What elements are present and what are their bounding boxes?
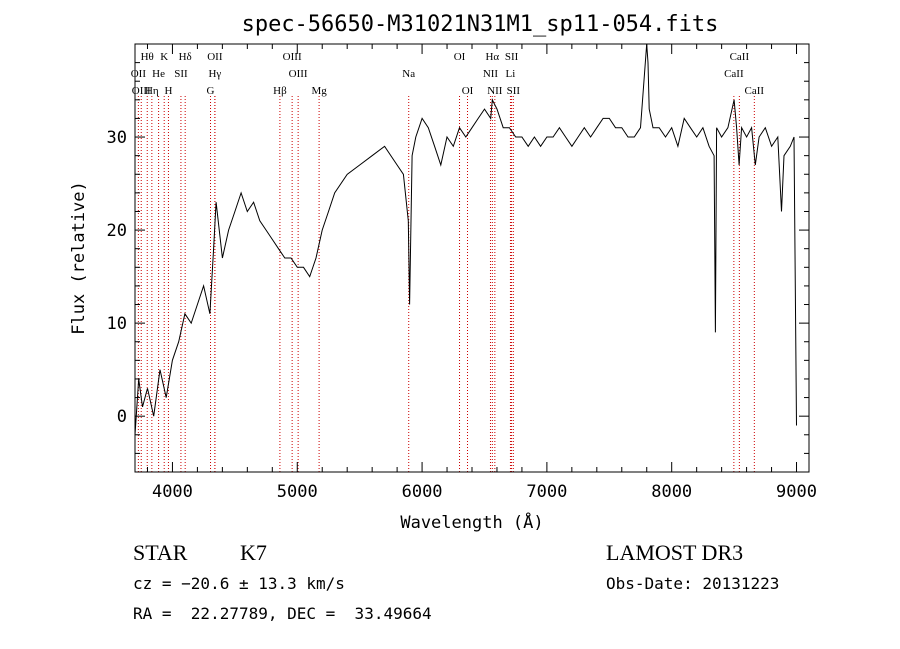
line-marker-label: Hα (485, 51, 499, 63)
redshift-cz: cz = −20.6 ± 13.3 km/s (133, 574, 345, 593)
line-marker-label: Mg (311, 85, 327, 97)
obs-date: Obs-Date: 20131223 (606, 574, 780, 593)
x-tick-label: 8000 (651, 482, 692, 502)
line-marker-label: Hη (145, 85, 159, 97)
object-class: STAR (133, 540, 188, 565)
line-marker-label: NII (487, 85, 503, 97)
line-marker-label: OIII (283, 51, 302, 63)
line-marker-labels: Hθ K Hδ OII OIII OI Hα SII CaII OII He SII Hγ OIII Na N… (131, 51, 765, 97)
line-marker-label: He (152, 68, 165, 80)
y-tick-label: 10 (107, 314, 127, 334)
line-marker-label: G (207, 85, 215, 97)
x-axis-ticks: 4000 5000 6000 7000 8000 9000 (146, 44, 817, 502)
line-marker-label: SII (505, 51, 519, 63)
line-marker-label: Hγ (208, 68, 221, 80)
x-axis-label: Wavelength (Å) (400, 511, 543, 533)
line-marker-label: CaII (730, 51, 750, 63)
x-tick-label: 7000 (526, 482, 567, 502)
y-tick-label: 0 (117, 407, 127, 427)
x-tick-label: 9000 (776, 482, 817, 502)
y-axis-ticks: 0 10 20 30 (107, 62, 809, 454)
line-marker-label: K (160, 51, 168, 63)
x-tick-label: 4000 (152, 482, 193, 502)
line-marker-label: Li (506, 68, 516, 80)
line-marker-label: OII (131, 68, 147, 80)
line-marker-label: NII (483, 68, 499, 80)
object-subclass: K7 (240, 540, 267, 565)
spectrum-line (134, 43, 797, 435)
line-marker-label: OIII (132, 85, 151, 97)
y-tick-label: 20 (107, 221, 127, 241)
line-marker-label: Hδ (179, 51, 192, 63)
line-marker-label: CaII (745, 85, 765, 97)
line-marker-label: OI (462, 85, 474, 97)
chart-title: spec-56650-M31021N31M1_sp11-054.fits (242, 12, 719, 37)
y-axis-label: Flux (relative) (69, 181, 89, 335)
line-marker-label: SII (174, 68, 188, 80)
x-tick-label: 5000 (277, 482, 318, 502)
plot-frame (134, 43, 810, 473)
spectrum-chart: spec-56650-M31021N31M1_sp11-054.fits Hθ K… (69, 12, 817, 533)
line-markers (137, 96, 755, 472)
line-marker-label: OIII (289, 68, 308, 80)
line-marker-label: OI (454, 51, 466, 63)
y-tick-label: 30 (107, 128, 127, 148)
line-marker-label: Hθ (141, 51, 154, 63)
survey-name: LAMOST DR3 (606, 540, 744, 565)
line-marker-label: Hβ (273, 85, 287, 97)
coordinates: RA = 22.27789, DEC = 33.49664 (133, 604, 432, 623)
line-marker-label: SII (507, 85, 521, 97)
x-tick-label: 6000 (402, 482, 443, 502)
line-marker-label: OII (207, 51, 223, 63)
line-marker-label: Na (402, 68, 415, 80)
line-marker-label: H (164, 85, 172, 97)
line-marker-label: CaII (724, 68, 744, 80)
